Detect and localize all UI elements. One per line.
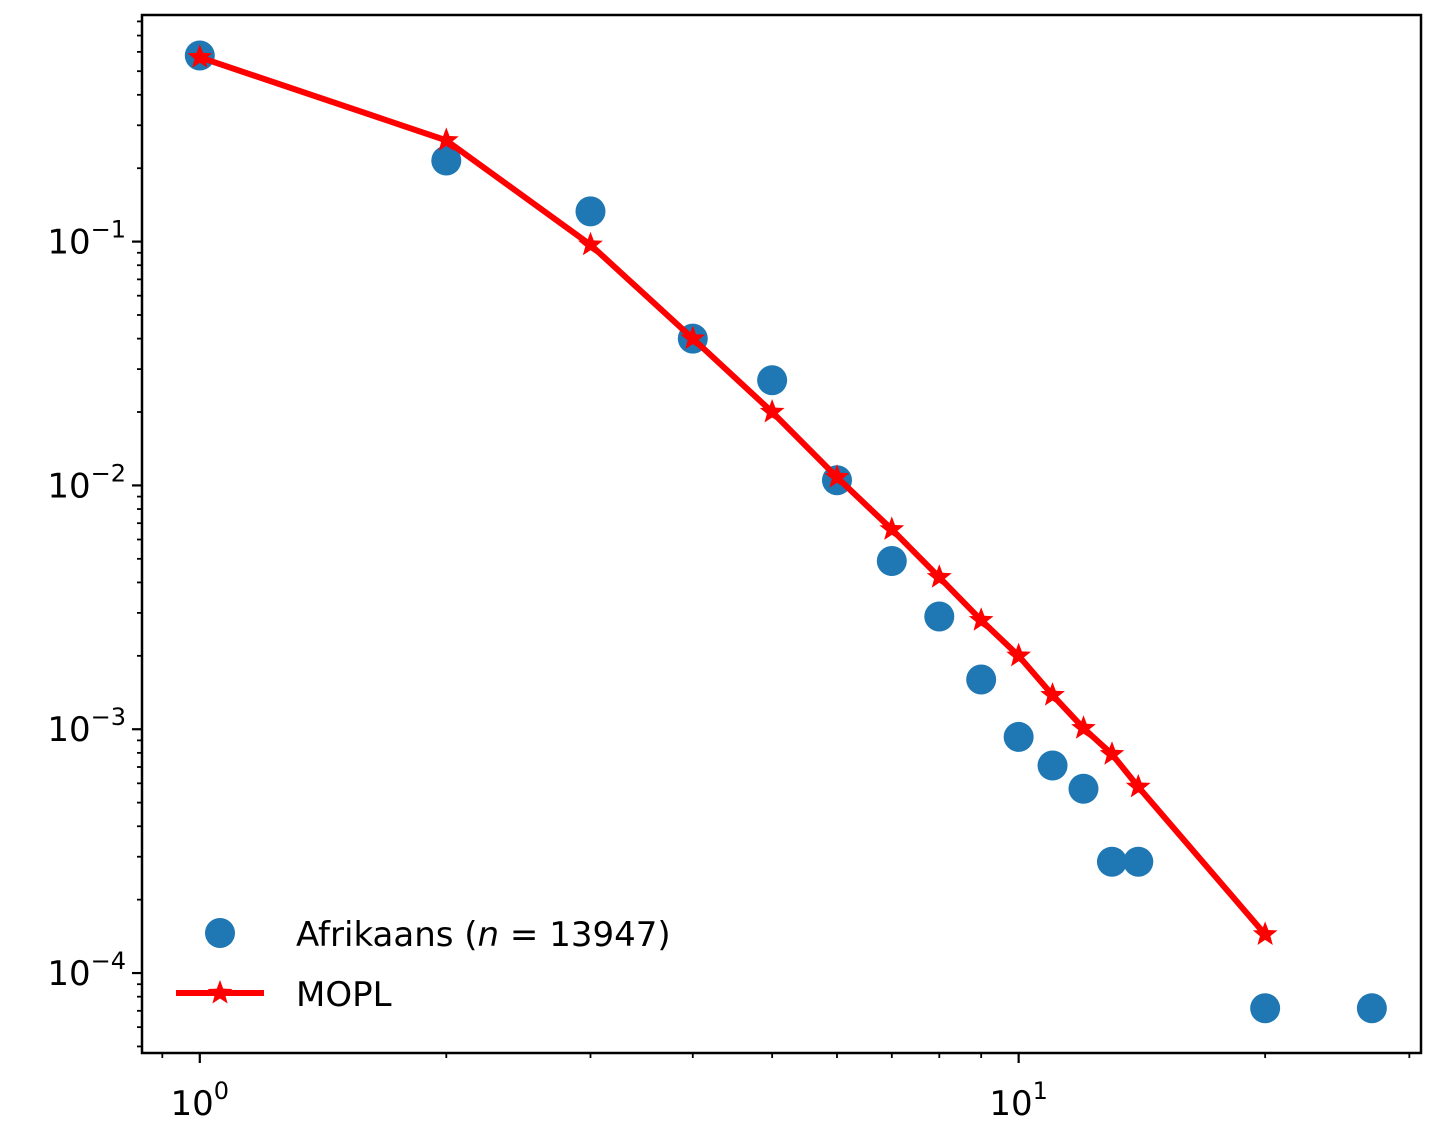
mopl-star-marker [578,231,603,256]
x-tick-label: 100 [171,1077,230,1124]
mopl-star-marker [1006,642,1031,667]
afrikaans-point [1250,993,1281,1024]
afrikaans-point [575,196,606,227]
afrikaans-point [757,365,788,396]
legend-label-afrikaans: Afrikaans (n = 13947) [296,915,671,955]
afrikaans-point [431,145,462,176]
tick-labels: 100 101 10−1 10−2 10−3 10−4 [47,216,1048,1124]
afrikaans-point [1037,750,1068,781]
y-tick-label: 10−3 [47,703,126,750]
x-tick-label: 101 [989,1077,1048,1124]
mopl-star-marker [968,607,994,631]
y-tick-label: 10−4 [47,947,126,994]
mopl-star-marker [187,44,213,68]
mopl-star-marker [926,564,952,588]
legend-marker-mopl [207,980,233,1004]
afrikaans-point [924,601,955,632]
mopl-star-marker [1125,773,1151,798]
mopl-star-marker [1040,682,1065,706]
mopl-star-marker [1099,741,1125,765]
afrikaans-point [876,545,907,576]
legend-label-mopl: MOPL [296,975,392,1015]
afrikaans-point [1096,846,1127,877]
mopl-star-marker [759,399,785,423]
afrikaans-point [1123,846,1154,877]
mopl-star-marker [879,516,905,540]
afrikaans-point [1356,993,1387,1024]
mopl-star-marker [824,464,850,488]
afrikaans-point [966,664,997,695]
afrikaans-point [1003,721,1034,752]
mopl-star-marker [433,127,459,151]
legend: Afrikaans (n = 13947) MOPL [176,915,671,1015]
legend-marker-afrikaans [205,918,235,948]
mopl-star-marker [1252,921,1278,945]
major-ticks [132,240,1020,1063]
y-tick-label: 10−1 [47,216,126,263]
mopl-star-marker [1071,715,1096,739]
plot-content [184,40,1387,1024]
mopl-star-marker [680,325,706,350]
y-tick-label: 10−2 [47,459,126,506]
afrikaans-point [1068,773,1099,804]
axes-frame [140,13,1423,1055]
